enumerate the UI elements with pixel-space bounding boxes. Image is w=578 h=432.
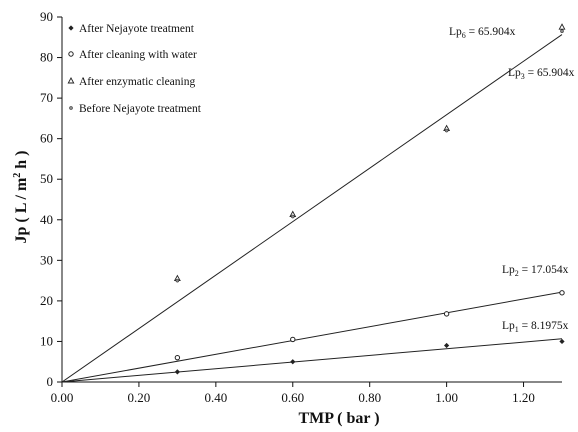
legend-label: After Nejayote treatment [79,23,195,35]
legend-marker [69,106,73,110]
data-point-after-water [559,290,565,296]
fit-equation-label: Lp6 = 65.904x [449,26,516,40]
fit-lines [61,34,563,383]
y-axis-title-main: Jp ( L / m [13,177,30,243]
x-tick-label: 0.20 [128,390,151,405]
x-tick-label: 0.00 [51,390,74,405]
y-tick-label: 90 [40,9,53,24]
data-point-after-enzymatic [558,23,566,30]
fit-equation-label: Lp1 = 8.1975x [502,320,569,334]
data-markers [173,23,566,375]
y-axis-title-end: h ) [13,150,30,172]
tick-labels: 0.00 0.20 0.40 0.60 0.80 1.00 1.20 0 10 20 30 40 50 6… [40,9,535,405]
y-tick-label: 0 [47,374,54,389]
y-tick-label: 10 [40,333,53,348]
x-tick-label: 1.00 [435,390,458,405]
y-tick-label: 20 [40,293,53,308]
legend-label: After enzymatic cleaning [79,76,195,88]
data-point-after-water [443,311,450,317]
x-tick-label: 1.20 [512,390,535,405]
y-tick-label: 60 [40,131,53,146]
fit-equation-label: Lp3 = 65.904x [508,67,575,81]
data-point-before-nejayote [560,29,564,34]
legend-marker [67,77,75,84]
data-point-after-nejayote [559,338,565,345]
y-tick-label: 30 [40,252,53,267]
data-point-before-nejayote [290,214,295,219]
data-point-after-water [174,354,181,361]
legend-label: Before Nejayote treatment [79,103,202,115]
fit-line [61,291,563,383]
y-axis-title-sup: 2 [12,173,23,178]
legend-label: After cleaning with water [79,49,197,61]
axes [57,16,562,387]
y-tick-label: 80 [40,50,53,65]
y-tick-label: 40 [40,212,53,227]
y-tick-label: 70 [40,90,53,105]
data-point-after-nejayote [290,359,296,365]
fit-annotations: Lp6 = 65.904x Lp3 = 65.904x Lp2 = 17.054x L… [449,26,575,334]
x-tick-label: 0.80 [358,390,381,405]
fit-line [61,338,563,383]
y-tick-label: 50 [40,171,53,186]
legend: After Nejayote treatment After cleaning w… [67,23,202,115]
legend-marker [68,25,74,31]
data-point-after-nejayote [174,369,180,375]
data-point-after-nejayote [444,342,450,349]
y-axis-title: Jp ( L / m2 h ) [12,150,30,243]
x-tick-label: 0.40 [204,390,227,405]
fit-equation-label: Lp2 = 17.054x [502,264,569,278]
x-axis-title: TMP ( bar ) [298,410,379,427]
fit-line [61,34,563,383]
legend-marker [68,51,74,57]
data-point-after-water [290,336,296,343]
data-point-before-nejayote [175,278,180,283]
x-tick-label: 0.60 [281,390,304,405]
data-point-before-nejayote [444,128,449,133]
